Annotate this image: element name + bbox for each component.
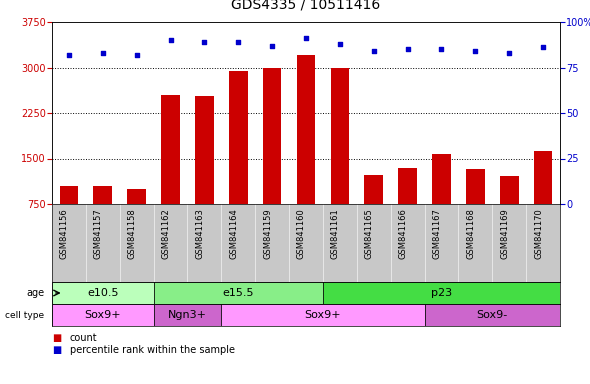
Bar — [52, 304, 153, 326]
Point — [403, 46, 412, 52]
Point — [199, 39, 209, 45]
Text: GSM841161: GSM841161 — [331, 208, 340, 259]
Text: GDS4335 / 10511416: GDS4335 / 10511416 — [231, 0, 381, 12]
Bar — [221, 304, 425, 326]
Text: Sox9+: Sox9+ — [304, 310, 341, 320]
Text: GSM841157: GSM841157 — [94, 208, 103, 259]
Point — [234, 39, 243, 45]
Point — [64, 52, 74, 58]
Bar — [52, 282, 153, 304]
Point — [335, 41, 345, 47]
Bar — [297, 55, 315, 204]
Text: GSM841170: GSM841170 — [534, 208, 543, 259]
Bar — [330, 68, 349, 204]
Point — [132, 52, 142, 58]
Bar — [153, 282, 323, 304]
Text: e10.5: e10.5 — [87, 288, 119, 298]
Bar — [398, 167, 417, 204]
Bar — [127, 189, 146, 204]
Text: Sox9+: Sox9+ — [84, 310, 121, 320]
Text: ■: ■ — [52, 333, 61, 343]
Point — [471, 48, 480, 54]
Bar — [263, 68, 281, 204]
Text: Sox9-: Sox9- — [477, 310, 508, 320]
Text: GSM841156: GSM841156 — [60, 208, 69, 259]
Bar — [60, 186, 78, 204]
Bar — [365, 175, 383, 204]
Text: GSM841162: GSM841162 — [162, 208, 171, 259]
Text: percentile rank within the sample: percentile rank within the sample — [70, 345, 235, 355]
Point — [369, 48, 378, 54]
Point — [504, 50, 514, 56]
Bar — [432, 154, 451, 204]
Text: GSM841160: GSM841160 — [297, 208, 306, 259]
Text: GSM841165: GSM841165 — [365, 208, 373, 259]
Text: GSM841158: GSM841158 — [127, 208, 137, 259]
Text: GSM841164: GSM841164 — [230, 208, 238, 259]
Text: ■: ■ — [52, 345, 61, 355]
Text: GSM841166: GSM841166 — [399, 208, 408, 259]
Bar — [323, 282, 560, 304]
Bar — [153, 304, 221, 326]
Text: p23: p23 — [431, 288, 452, 298]
Text: GSM841159: GSM841159 — [263, 208, 272, 258]
Text: GSM841168: GSM841168 — [466, 208, 476, 259]
Bar — [195, 96, 214, 204]
Bar — [466, 169, 484, 204]
Text: count: count — [70, 333, 97, 343]
Point — [166, 37, 175, 43]
Point — [98, 50, 107, 56]
Bar — [425, 304, 560, 326]
Bar — [229, 71, 248, 204]
Text: GSM841169: GSM841169 — [500, 208, 509, 259]
Text: GSM841163: GSM841163 — [195, 208, 204, 259]
Text: cell type: cell type — [5, 311, 44, 319]
Text: e15.5: e15.5 — [222, 288, 254, 298]
Bar — [534, 151, 552, 204]
Point — [437, 46, 446, 52]
Text: GSM841167: GSM841167 — [432, 208, 441, 259]
Bar — [500, 176, 519, 204]
Point — [301, 35, 311, 41]
Bar — [161, 95, 180, 204]
Bar — [93, 186, 112, 204]
Text: age: age — [26, 288, 44, 298]
Point — [267, 43, 277, 49]
Text: Ngn3+: Ngn3+ — [168, 310, 207, 320]
Point — [538, 45, 548, 51]
